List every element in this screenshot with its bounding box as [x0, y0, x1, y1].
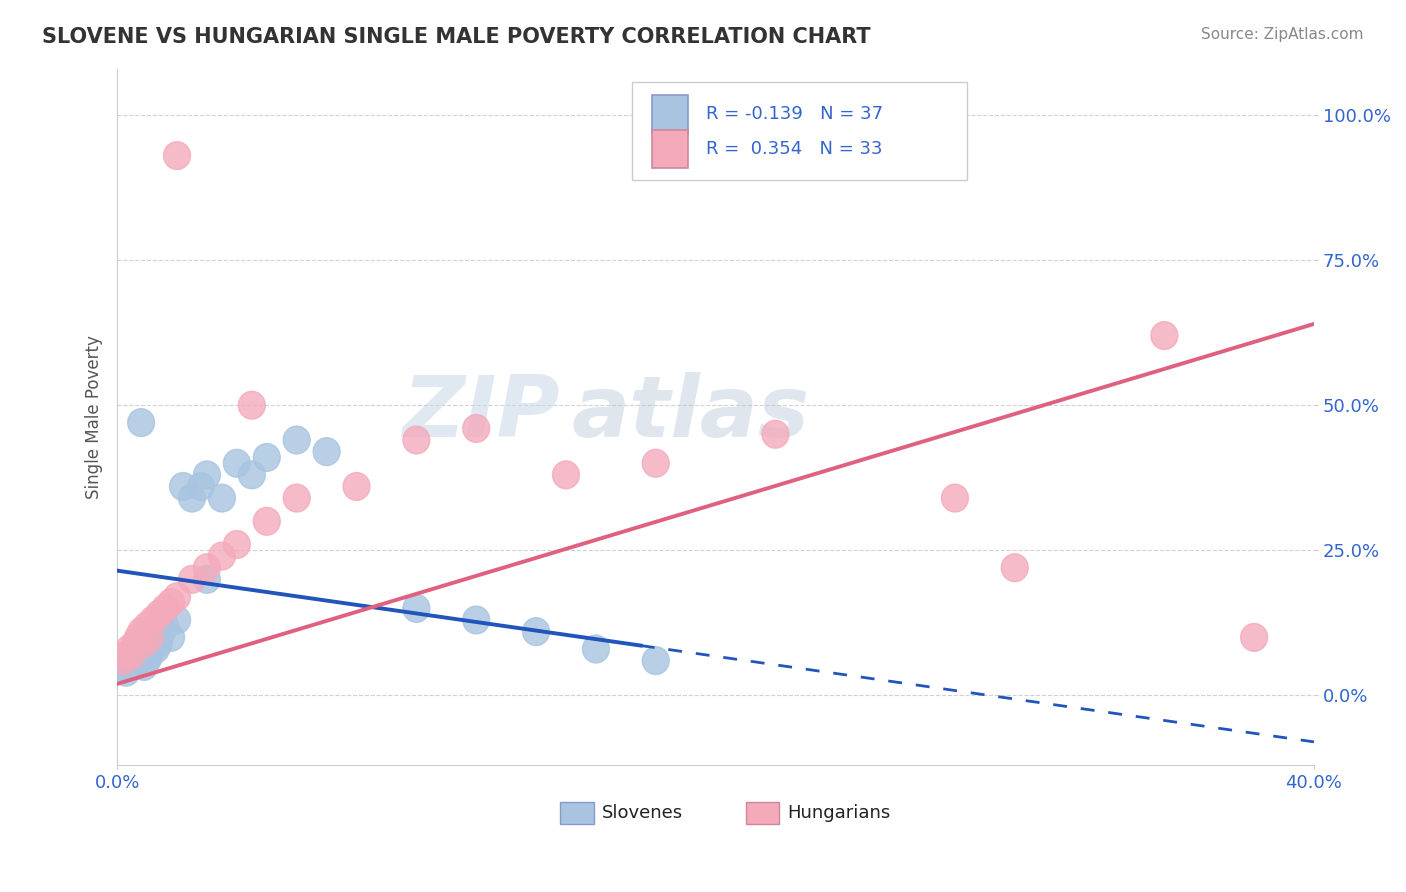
Ellipse shape [134, 647, 160, 674]
Ellipse shape [125, 624, 152, 651]
Text: atlas: atlas [572, 372, 810, 455]
Ellipse shape [112, 640, 139, 669]
Ellipse shape [194, 461, 221, 489]
Ellipse shape [118, 640, 146, 669]
Ellipse shape [118, 640, 146, 669]
Ellipse shape [239, 461, 266, 489]
Ellipse shape [125, 629, 152, 657]
Text: R = -0.139   N = 37: R = -0.139 N = 37 [706, 105, 883, 123]
FancyBboxPatch shape [745, 802, 779, 824]
Text: SLOVENE VS HUNGARIAN SINGLE MALE POVERTY CORRELATION CHART: SLOVENE VS HUNGARIAN SINGLE MALE POVERTY… [42, 27, 870, 46]
Ellipse shape [553, 461, 579, 489]
Ellipse shape [343, 473, 370, 500]
Ellipse shape [125, 647, 152, 674]
Ellipse shape [146, 629, 173, 657]
FancyBboxPatch shape [631, 82, 967, 180]
Ellipse shape [152, 612, 179, 640]
Ellipse shape [110, 647, 136, 674]
Ellipse shape [163, 582, 190, 611]
Text: Hungarians: Hungarians [787, 805, 890, 822]
Text: R =  0.354   N = 33: R = 0.354 N = 33 [706, 140, 883, 158]
Ellipse shape [523, 617, 550, 646]
Ellipse shape [110, 652, 136, 681]
Ellipse shape [128, 640, 155, 669]
Ellipse shape [136, 640, 163, 669]
Ellipse shape [224, 531, 250, 558]
Ellipse shape [208, 484, 235, 512]
Ellipse shape [239, 392, 266, 419]
Ellipse shape [283, 426, 311, 454]
Ellipse shape [170, 473, 197, 500]
Y-axis label: Single Male Poverty: Single Male Poverty [86, 334, 103, 499]
Ellipse shape [253, 508, 280, 535]
Ellipse shape [128, 409, 155, 436]
Ellipse shape [128, 617, 155, 646]
Ellipse shape [131, 629, 157, 657]
FancyBboxPatch shape [560, 802, 593, 824]
Ellipse shape [122, 635, 149, 663]
Text: ZIP: ZIP [402, 372, 560, 455]
Ellipse shape [1240, 624, 1268, 651]
Ellipse shape [253, 443, 280, 471]
FancyBboxPatch shape [652, 130, 688, 168]
FancyBboxPatch shape [652, 95, 688, 133]
Ellipse shape [224, 450, 250, 477]
Ellipse shape [942, 484, 969, 512]
Text: Source: ZipAtlas.com: Source: ZipAtlas.com [1201, 27, 1364, 42]
Ellipse shape [194, 566, 221, 593]
Ellipse shape [314, 438, 340, 466]
Ellipse shape [283, 484, 311, 512]
Ellipse shape [404, 426, 430, 454]
Ellipse shape [208, 542, 235, 570]
Ellipse shape [1152, 322, 1178, 350]
Ellipse shape [142, 635, 170, 663]
Ellipse shape [163, 606, 190, 634]
Ellipse shape [115, 647, 142, 674]
Ellipse shape [187, 473, 215, 500]
Ellipse shape [179, 566, 205, 593]
Ellipse shape [463, 606, 489, 634]
Ellipse shape [152, 594, 179, 623]
Ellipse shape [131, 652, 157, 681]
Ellipse shape [139, 606, 166, 634]
Ellipse shape [149, 617, 176, 646]
Ellipse shape [643, 450, 669, 477]
Ellipse shape [404, 594, 430, 623]
Ellipse shape [163, 142, 190, 169]
Ellipse shape [643, 647, 669, 674]
Ellipse shape [157, 589, 184, 616]
Ellipse shape [134, 612, 160, 640]
Ellipse shape [762, 420, 789, 448]
Ellipse shape [463, 415, 489, 442]
Ellipse shape [134, 635, 160, 663]
Ellipse shape [115, 635, 142, 663]
Ellipse shape [194, 554, 221, 582]
Ellipse shape [146, 600, 173, 628]
Ellipse shape [157, 624, 184, 651]
Ellipse shape [1001, 554, 1028, 582]
Ellipse shape [582, 635, 609, 663]
Text: Slovenes: Slovenes [602, 805, 683, 822]
Ellipse shape [139, 624, 166, 651]
Ellipse shape [122, 629, 149, 657]
Ellipse shape [179, 484, 205, 512]
Ellipse shape [112, 658, 139, 686]
Ellipse shape [118, 652, 146, 681]
Ellipse shape [136, 624, 163, 651]
